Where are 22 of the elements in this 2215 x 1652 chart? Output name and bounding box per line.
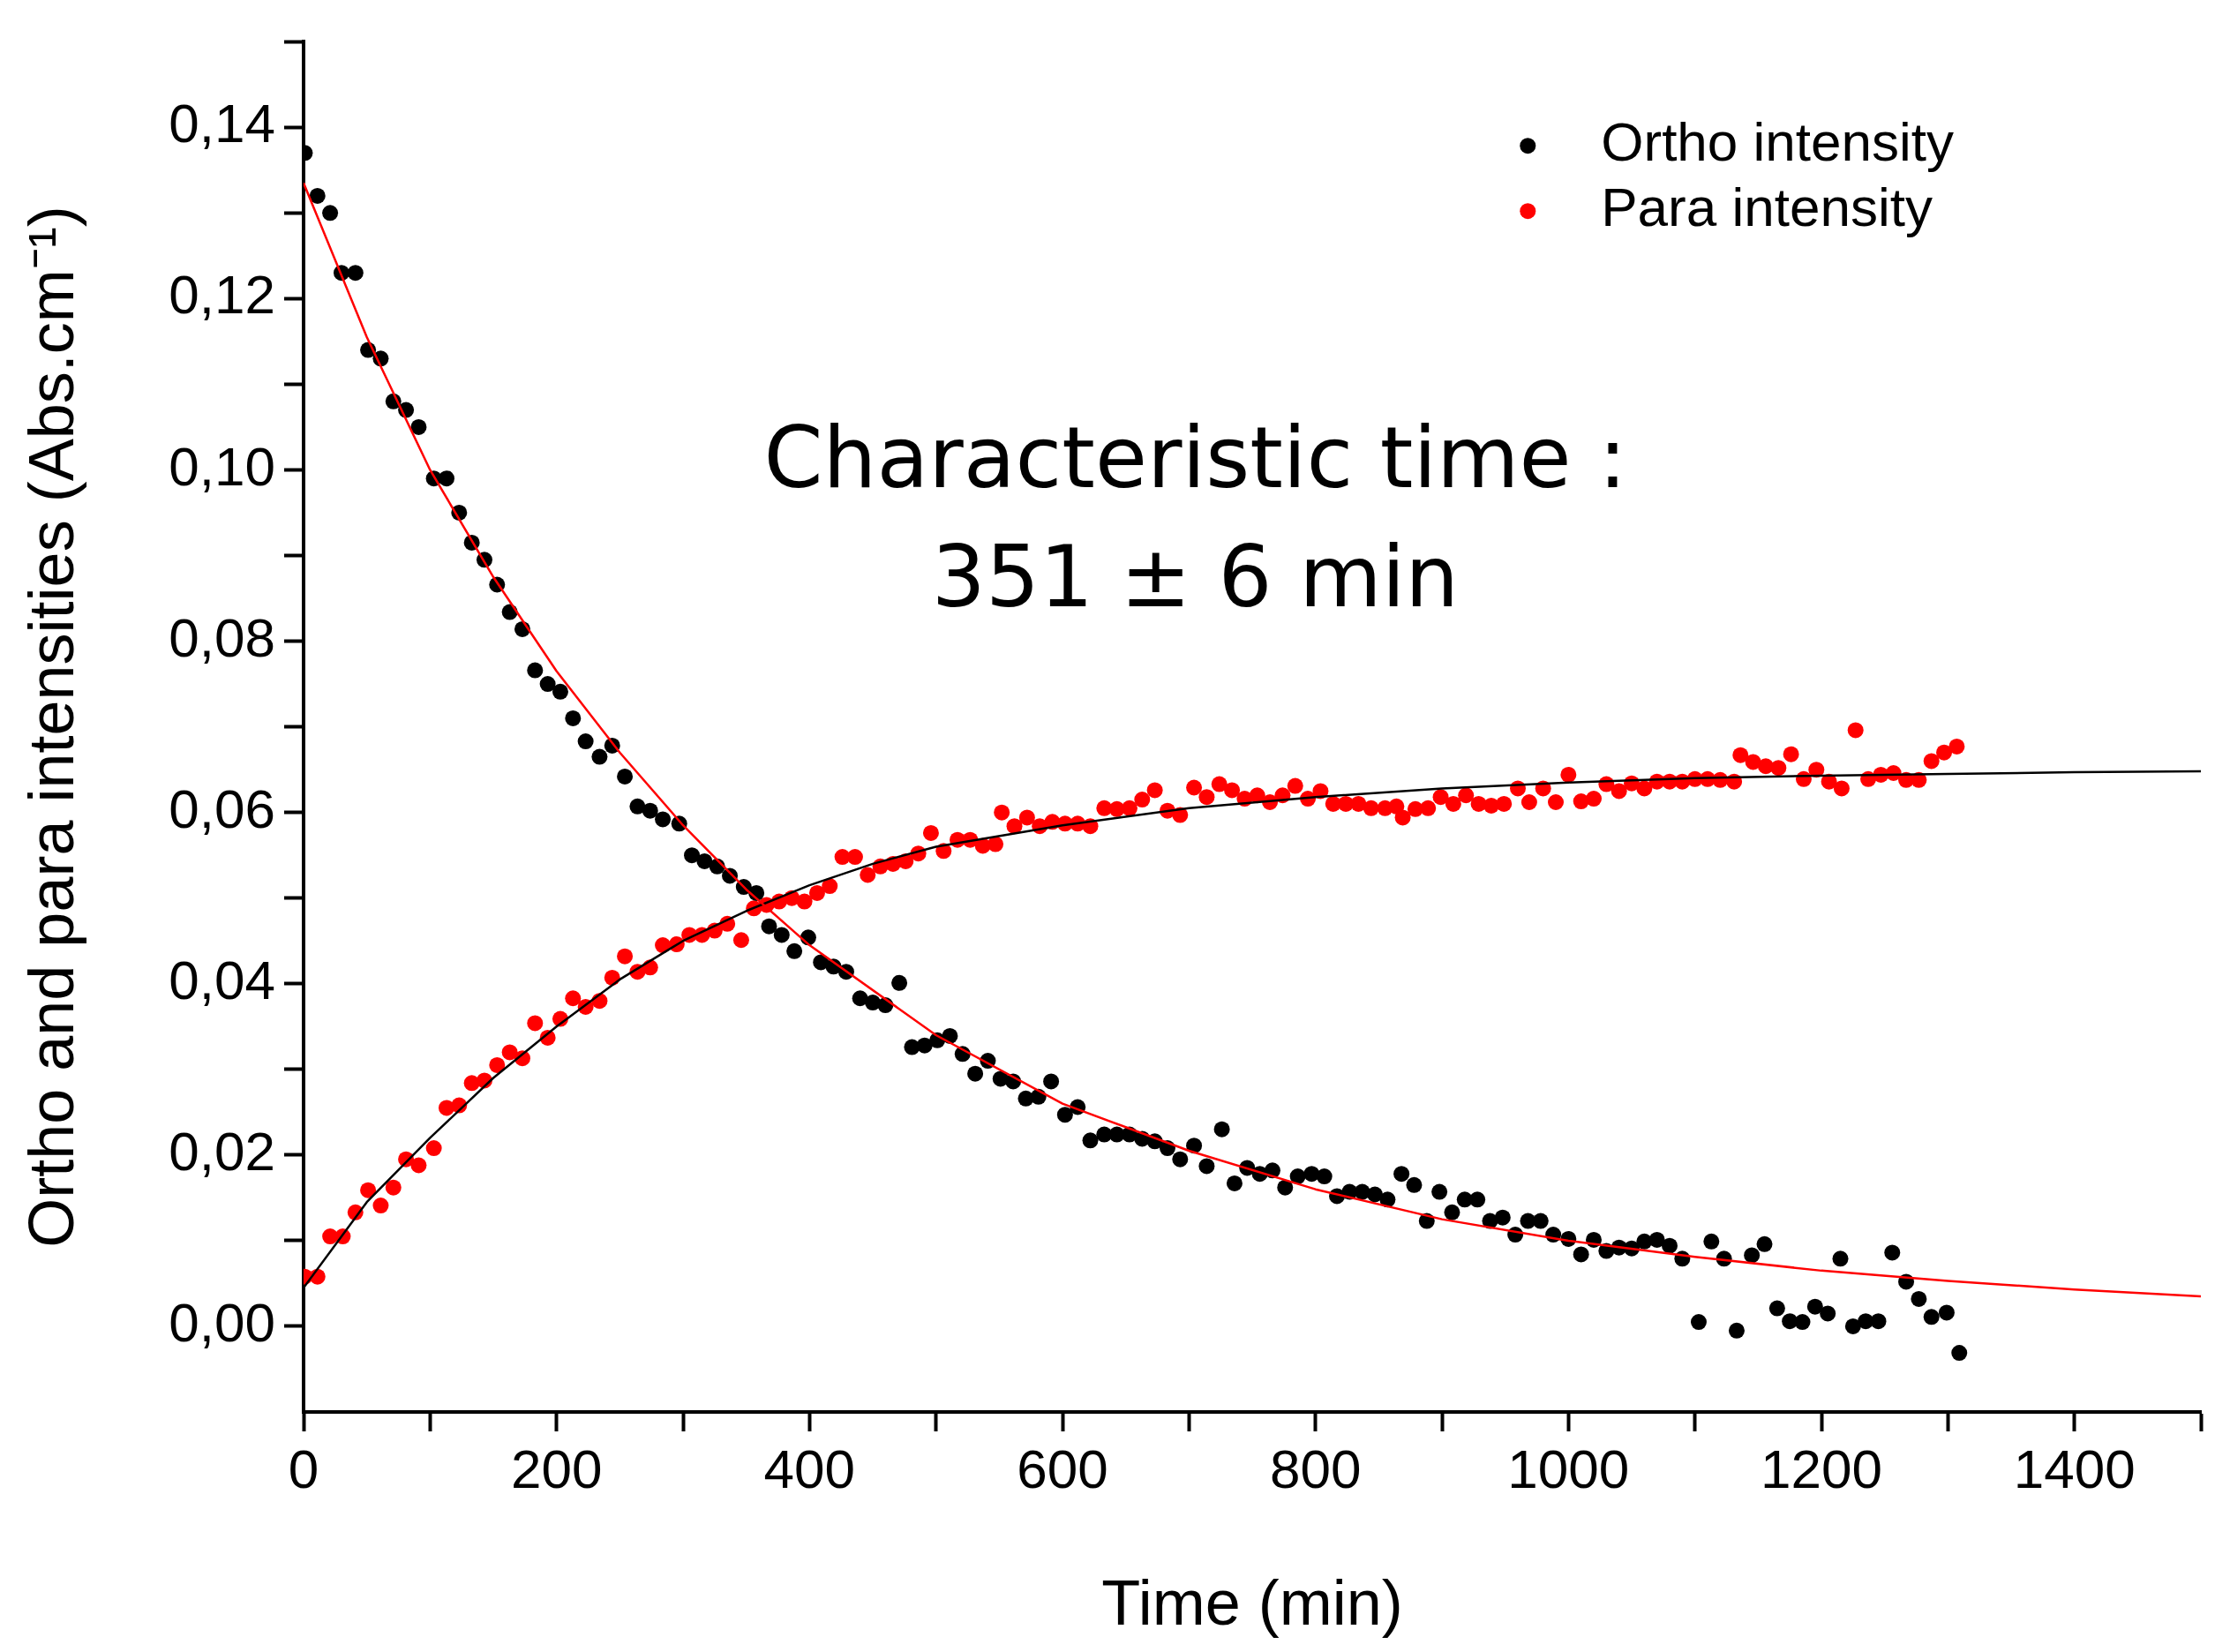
y-tick-label: 0,02 (169, 1120, 275, 1182)
x-tick-label: 0 (288, 1438, 319, 1500)
legend-label: Ortho intensity (1601, 111, 1954, 173)
y-tick-label: 0,12 (169, 264, 275, 326)
y-tick-label: 0,08 (169, 606, 275, 668)
x-tick-label: 1200 (1761, 1438, 1882, 1500)
x-tick-label: 200 (510, 1438, 603, 1500)
x-tick-label: 400 (763, 1438, 856, 1500)
x-tick-label: 1000 (1507, 1438, 1630, 1500)
x-tick-label: 600 (1017, 1438, 1108, 1500)
y-tick-label: 0,06 (169, 777, 275, 839)
y-axis-title: Ortho and para intensities (Abs.cm⁻¹) (16, 206, 87, 1248)
x-axis-title: Time (min) (1101, 1566, 1403, 1638)
annotation: Characteristic time : (763, 409, 1627, 508)
x-tick-label: 800 (1269, 1438, 1362, 1500)
annotation: 351 ± 6 min (931, 528, 1460, 627)
y-tick-label: 0,10 (169, 435, 275, 497)
y-tick-label: 0,00 (169, 1292, 275, 1354)
legend-label: Para intensity (1601, 176, 1933, 238)
x-tick-label: 1400 (2013, 1438, 2136, 1500)
y-tick-label: 0,04 (169, 949, 275, 1010)
y-tick-label: 0,14 (169, 93, 275, 154)
